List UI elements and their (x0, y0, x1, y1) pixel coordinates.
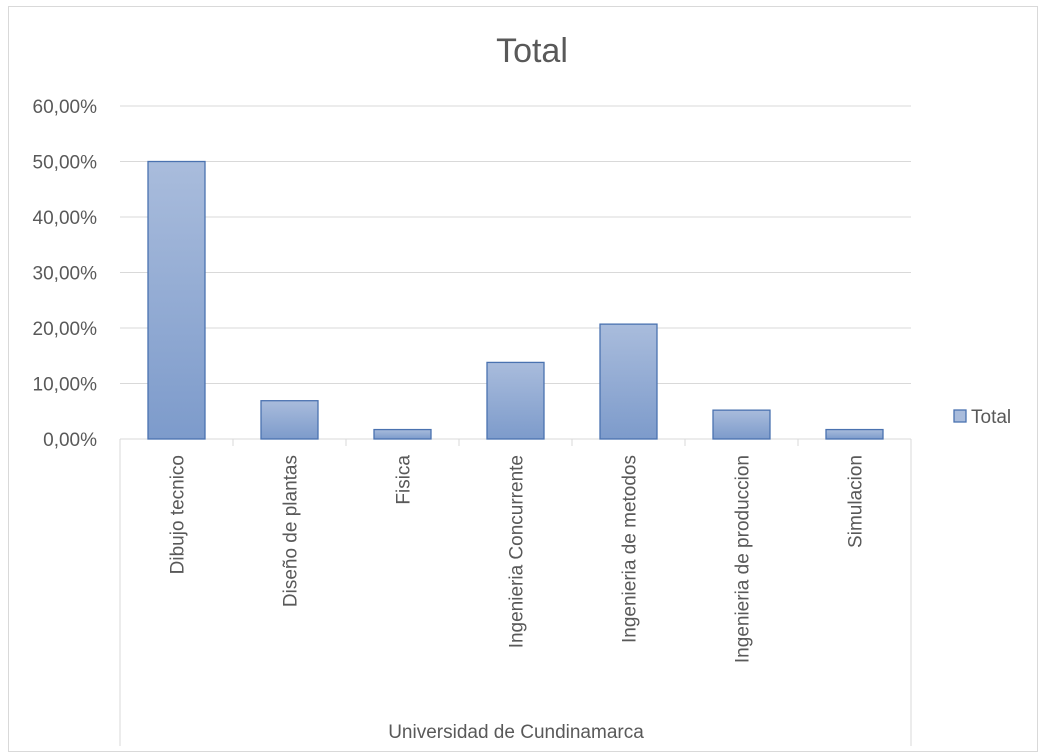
x-tick-label: Ingenieria de produccion (733, 455, 754, 663)
y-tick-label: 60,00% (33, 97, 98, 118)
x-tick-label: Ingenieria Concurrente (507, 455, 528, 648)
chart-title: Total (496, 32, 568, 70)
y-tick-label: 40,00% (33, 208, 98, 229)
y-tick-label: 0,00% (43, 430, 97, 451)
x-tick-label: Simulacion (846, 455, 867, 548)
bar (486, 361, 545, 440)
y-tick-label: 30,00% (33, 264, 98, 285)
y-tick-label: 20,00% (33, 319, 98, 340)
bar (147, 160, 206, 440)
x-tick-label: Diseño de plantas (281, 455, 302, 607)
y-tick-label: 50,00% (33, 153, 98, 174)
gridlines (119, 105, 912, 746)
bar (599, 323, 658, 440)
legend: Total (953, 407, 1011, 428)
legend-swatch (953, 409, 967, 423)
x-tick-label: Fisica (394, 455, 415, 505)
bar (260, 400, 319, 440)
x-tick-label: Ingenieria de metodos (620, 455, 641, 643)
y-axis-ticks: 0,00% 10,00% 20,00% 30,00% 40,00% 50,00% 60,00… (33, 97, 98, 451)
bar (712, 409, 771, 440)
legend-label: Total (971, 407, 1011, 428)
x-tick-label: Dibujo tecnico (168, 455, 189, 574)
y-tick-label: 10,00% (33, 375, 98, 396)
x-axis-title: Universidad de Cundinamarca (388, 722, 644, 743)
bar (373, 428, 432, 440)
x-axis-ticks: Dibujo tecnico Diseño de plantas Fisica Ing… (168, 455, 867, 664)
bars (147, 160, 884, 440)
bar (825, 428, 884, 440)
